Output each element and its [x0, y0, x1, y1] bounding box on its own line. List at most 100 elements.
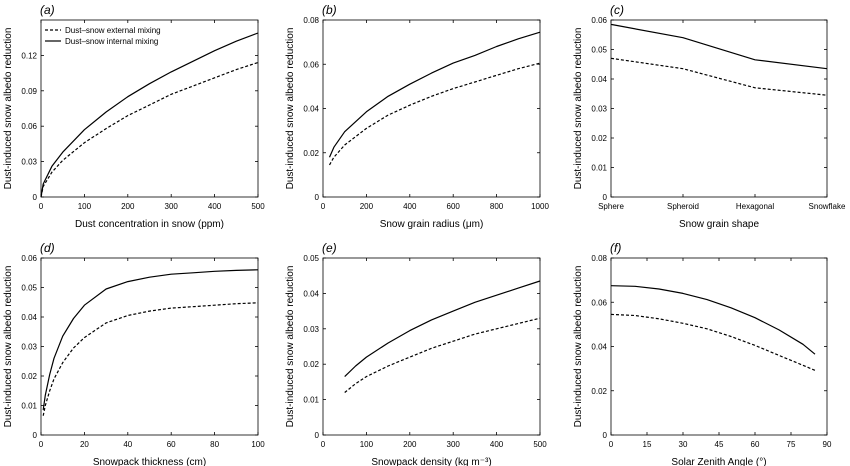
y-axis-label: Dust-induced snow albedo reduction [3, 266, 14, 428]
x-tick-label: Snowflake [809, 202, 846, 211]
series-line-external [40, 61, 259, 198]
series-line-external [610, 313, 816, 371]
chart-panel-2: Sphere Spheroid Hexagonal Snowflake 0 0.01 0.0… [573, 3, 846, 230]
x-tick-label: 0 [39, 202, 44, 211]
chart-panel-4: 0 100 200 300 400 500 0 0.01 0.02 0.03 0.04 0.05 Sno… [285, 241, 547, 466]
y-tick-label: 0.04 [303, 105, 319, 114]
axes-frame [322, 19, 541, 198]
x-axis-label: Snowpack thickness (cm) [93, 457, 206, 466]
x-tick-label: 800 [490, 202, 504, 211]
y-tick-label: 0.04 [303, 289, 319, 298]
panel-label: (b) [322, 3, 337, 17]
y-tick-label: 0.02 [303, 360, 319, 369]
y-axis-label: Dust-induced snow albedo reduction [573, 28, 584, 190]
chart-panel-5: 0 15 30 45 60 75 90 0 0.02 0.04 0.06 0.08 Solar Zeni… [573, 241, 832, 466]
y-tick-label: 0.02 [303, 149, 319, 158]
y-tick-label: 0.04 [21, 313, 37, 322]
x-tick-label: 400 [403, 202, 417, 211]
x-tick-label: 60 [167, 440, 176, 449]
y-tick-label: 0.05 [303, 254, 319, 263]
y-tick-label: 0 [315, 431, 320, 440]
y-tick-label: 0 [315, 193, 320, 202]
y-tick-label: 0 [603, 193, 608, 202]
y-axis-label: Dust-induced snow albedo reduction [573, 266, 584, 428]
chart-panel-1: 0 200 400 600 800 1000 0 0.02 0.04 0.06 0.08 Snow g… [285, 3, 549, 230]
panel-label: (c) [610, 3, 624, 17]
y-tick-label: 0.06 [591, 16, 607, 25]
x-tick-label: 400 [490, 440, 504, 449]
x-tick-label: 300 [165, 202, 179, 211]
y-tick-label: 0.05 [591, 46, 607, 55]
axes-frame [610, 19, 828, 198]
y-tick-label: 0.01 [303, 396, 319, 405]
x-tick-label: 30 [679, 440, 688, 449]
panel-label: (f) [610, 241, 621, 255]
x-tick-label: 15 [643, 440, 652, 449]
chart-panel-3: 0 20 40 60 80 100 0 0.01 0.02 0.03 0.04 0.05 0.06 Sno… [3, 241, 265, 466]
x-tick-label: 75 [787, 440, 796, 449]
y-axis-label: Dust-induced snow albedo reduction [3, 28, 14, 190]
y-tick-label: 0.01 [21, 402, 37, 411]
y-tick-label: 0.06 [591, 298, 607, 307]
x-tick-label: 0 [609, 440, 614, 449]
x-tick-label: 100 [360, 440, 374, 449]
y-tick-label: 0.03 [21, 343, 37, 352]
axes-frame [40, 19, 259, 198]
x-tick-label: 200 [360, 202, 374, 211]
x-tick-label: Spheroid [667, 202, 699, 211]
legend-label-internal: Dust–snow internal mixing [65, 37, 158, 46]
x-tick-label: 0 [321, 202, 326, 211]
series-line-internal [610, 23, 828, 70]
y-tick-label: 0.03 [303, 325, 319, 334]
panel-label: (d) [40, 241, 55, 255]
axes-frame [610, 257, 828, 436]
chart-panel-0: 0 100 200 300 400 500 0 0.03 0.06 0.09 0.12 Dust co… [3, 3, 265, 230]
x-tick-label: 200 [403, 440, 417, 449]
y-tick-label: 0 [33, 193, 38, 202]
y-tick-label: 0.04 [591, 75, 607, 84]
x-tick-label: 45 [715, 440, 724, 449]
x-tick-label: 100 [78, 202, 92, 211]
x-tick-label: 600 [447, 202, 461, 211]
y-axis-label: Dust-induced snow albedo reduction [285, 266, 296, 428]
y-tick-label: 0.06 [21, 122, 37, 131]
y-tick-label: 0.03 [21, 158, 37, 167]
series-line-internal [328, 31, 541, 158]
axes-frame [322, 257, 541, 436]
y-axis-label: Dust-induced snow albedo reduction [285, 28, 296, 190]
x-tick-label: 20 [80, 440, 89, 449]
x-tick-label: Hexagonal [736, 202, 774, 211]
x-axis-label: Snow grain shape [679, 219, 759, 230]
series-line-external [610, 57, 828, 96]
y-tick-label: 0.03 [591, 105, 607, 114]
x-axis-label: Snowpack density (kg m⁻³) [371, 457, 491, 466]
x-tick-label: 500 [251, 202, 265, 211]
series-line-internal [344, 280, 541, 378]
y-tick-label: 0.01 [591, 164, 607, 173]
legend: Dust–snow external mixing Dust–snow inter… [45, 26, 161, 46]
x-tick-label: 0 [39, 440, 44, 449]
y-tick-label: 0.02 [21, 372, 37, 381]
x-axis-label: Dust concentration in snow (ppm) [75, 219, 224, 230]
x-tick-label: 300 [447, 440, 461, 449]
y-tick-label: 0 [33, 431, 38, 440]
x-tick-label: 90 [823, 440, 832, 449]
series-line-external [42, 302, 259, 416]
x-tick-label: 40 [123, 440, 132, 449]
x-tick-label: 100 [251, 440, 265, 449]
panel-label: (a) [40, 3, 55, 17]
y-tick-label: 0.08 [591, 254, 607, 263]
x-tick-label: 500 [533, 440, 547, 449]
x-tick-label: Sphere [598, 202, 624, 211]
series-line-internal [610, 285, 816, 355]
x-tick-label: 200 [121, 202, 135, 211]
y-tick-label: 0.09 [21, 87, 37, 96]
x-tick-label: 60 [751, 440, 760, 449]
y-tick-label: 0.02 [591, 134, 607, 143]
x-tick-label: 0 [321, 440, 326, 449]
axes-frame [40, 257, 259, 436]
y-tick-label: 0.04 [591, 343, 607, 352]
series-line-external [328, 62, 541, 166]
series-line-internal [42, 269, 259, 410]
